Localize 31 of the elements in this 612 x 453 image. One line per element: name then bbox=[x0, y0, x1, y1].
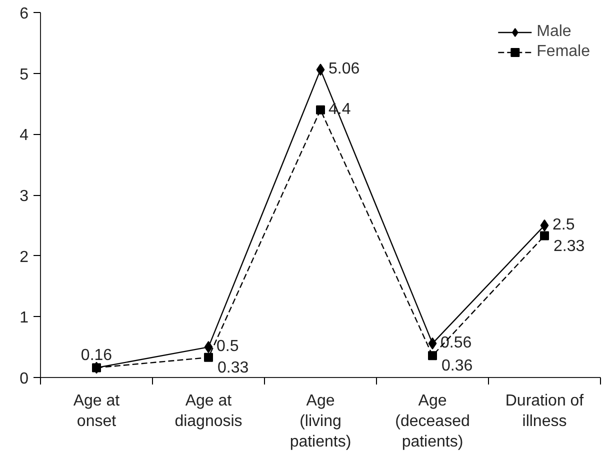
legend-label: Female bbox=[536, 43, 590, 61]
x-tick-label: Age (deceased patients) bbox=[395, 392, 470, 450]
point bbox=[204, 341, 213, 354]
y-tick-label: 5 bbox=[20, 66, 29, 84]
point bbox=[540, 231, 549, 240]
data-label: 5.06 bbox=[328, 60, 360, 78]
point bbox=[316, 64, 325, 76]
data-label: 0.36 bbox=[442, 358, 473, 375]
legend-label: Male bbox=[536, 23, 572, 41]
x-tick-label: Age at onset bbox=[73, 392, 120, 430]
data-label: 0.56 bbox=[440, 334, 472, 352]
point bbox=[92, 363, 101, 372]
data-label: 0.16 bbox=[80, 346, 112, 364]
data-label: 2.33 bbox=[554, 238, 585, 255]
data-label: 0.5 bbox=[216, 338, 239, 356]
y-tick-label: 2 bbox=[20, 248, 29, 266]
x-tick-label: Age at diagnosis bbox=[174, 392, 242, 430]
y-tick-label: 6 bbox=[20, 6, 29, 22]
point bbox=[204, 352, 213, 362]
x-tick-label: Duration of illness bbox=[505, 392, 584, 430]
y-tick-label: 0 bbox=[20, 370, 29, 388]
x-tick-label: Age (living patients) bbox=[290, 392, 352, 450]
y-tick-label: 1 bbox=[20, 310, 29, 327]
data-label: 2.5 bbox=[552, 216, 575, 234]
point bbox=[428, 351, 437, 360]
y-tick-label: 4 bbox=[20, 127, 29, 144]
point bbox=[428, 337, 437, 350]
point bbox=[316, 105, 325, 114]
data-label: 0.33 bbox=[218, 359, 249, 376]
point bbox=[540, 219, 549, 232]
y-tick-label: 3 bbox=[20, 188, 29, 205]
